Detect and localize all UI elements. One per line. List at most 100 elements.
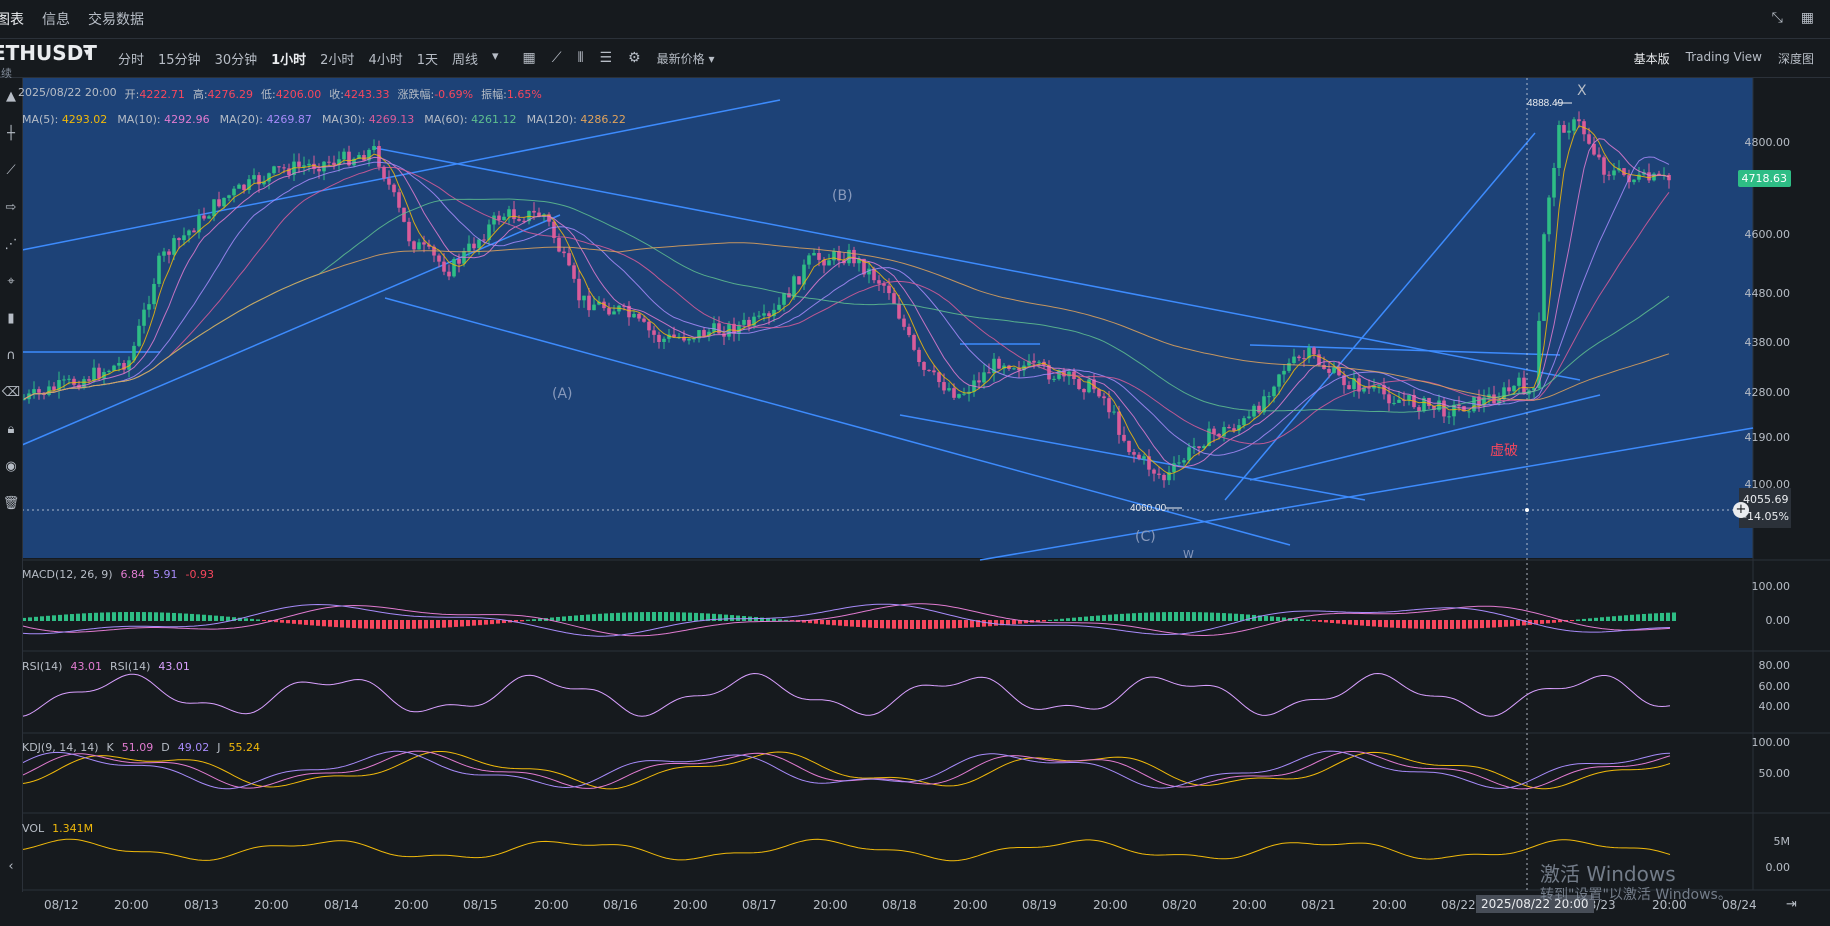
- macd-bar: [112, 612, 116, 621]
- candle-body: [902, 318, 906, 327]
- measure-tool-icon[interactable]: ▮: [7, 311, 15, 326]
- candle-body: [832, 251, 836, 261]
- candle-body: [1487, 394, 1491, 398]
- macd-bar: [232, 617, 236, 621]
- interval-2h[interactable]: 2小时: [320, 52, 355, 68]
- macd-bar: [490, 620, 494, 625]
- time-tick: 20:00: [534, 898, 569, 912]
- cursor-tool-icon[interactable]: ▲: [6, 89, 16, 104]
- candle-body: [187, 230, 191, 236]
- arrow-tool-icon[interactable]: ⇨: [5, 200, 17, 215]
- rsi-legend: RSI(14) 43.01 RSI(14) 43.01: [22, 660, 190, 673]
- candle-body: [997, 358, 1001, 369]
- kdj-k-label: K: [106, 741, 114, 754]
- candle-body: [707, 331, 711, 337]
- interval-15m[interactable]: 15分钟: [158, 52, 201, 68]
- view-tradingview[interactable]: Trading View: [1685, 50, 1762, 64]
- collapse-icon[interactable]: ⤡: [1771, 10, 1783, 26]
- candle-body: [57, 380, 61, 390]
- time-axis-settings-icon[interactable]: ⇥: [1786, 897, 1797, 912]
- indicator-line: [21, 603, 1671, 637]
- layout-grid-icon[interactable]: ▦: [1800, 10, 1814, 26]
- macd-bar: [1096, 615, 1100, 621]
- macd-bar: [1060, 618, 1064, 621]
- price-type-select[interactable]: 最新价格 ▾: [656, 51, 715, 66]
- symbol-name[interactable]: ETHUSDT: [0, 41, 97, 65]
- candle-body: [272, 166, 276, 174]
- macd-bar: [1072, 617, 1076, 621]
- tab-trade-data[interactable]: 交易数据: [88, 12, 144, 28]
- macd-bar: [1576, 619, 1580, 621]
- interval-4h[interactable]: 4小时: [368, 52, 403, 68]
- candle-type-icon[interactable]: ⫴: [577, 50, 584, 66]
- interval-30m[interactable]: 30分钟: [214, 52, 258, 68]
- candle-body: [97, 367, 101, 379]
- candle-body: [1652, 173, 1656, 181]
- macd-bar: [520, 620, 524, 622]
- lock-icon[interactable]: 🔒︎: [7, 422, 15, 437]
- indicator-icon[interactable]: ⟋: [551, 50, 562, 66]
- crosshair-tool-icon[interactable]: ┼: [7, 126, 15, 141]
- candle-body: [1602, 157, 1606, 175]
- macd-bar: [1492, 620, 1496, 628]
- high-label: 高:: [192, 88, 208, 101]
- view-basic[interactable]: 基本版: [1633, 52, 1670, 66]
- macd-bar: [364, 620, 368, 629]
- fib-tool-icon[interactable]: ⋰: [4, 237, 18, 252]
- interval-more-icon[interactable]: ▾: [492, 48, 499, 64]
- candle-body: [882, 283, 886, 286]
- calendar-icon[interactable]: ▦: [522, 50, 536, 66]
- macd-bar: [970, 620, 974, 628]
- collapse-left-icon[interactable]: ‹: [8, 859, 14, 874]
- settings-gear-icon[interactable]: ⚙: [628, 50, 641, 66]
- view-depth[interactable]: 深度图: [1777, 52, 1814, 66]
- template-icon[interactable]: ☰: [599, 50, 613, 66]
- tab-info[interactable]: 信息: [42, 12, 70, 28]
- candle-body: [1532, 388, 1536, 391]
- candle-body: [607, 308, 611, 315]
- interval-timeline[interactable]: 分时: [118, 52, 145, 68]
- candle-body: [1062, 370, 1066, 377]
- eye-icon[interactable]: ◉: [5, 459, 17, 474]
- candle-body: [1517, 377, 1521, 386]
- pattern-tool-icon[interactable]: ⌖: [7, 274, 15, 289]
- macd-bar: [682, 612, 686, 621]
- tab-chart[interactable]: 图表: [0, 12, 24, 28]
- line-tool-icon[interactable]: ⟋: [6, 163, 16, 178]
- macd-bar: [1306, 619, 1310, 621]
- candle-body: [1282, 370, 1286, 375]
- macd-bar: [100, 612, 104, 621]
- macd-bar: [220, 616, 224, 621]
- interval-1w[interactable]: 周线: [452, 52, 479, 68]
- rsi-value-1: 43.01: [70, 660, 102, 673]
- macd-bar: [1390, 620, 1394, 628]
- macd-bar: [760, 617, 764, 621]
- symbol-dropdown-icon[interactable]: ▾: [84, 45, 91, 59]
- candle-body: [22, 399, 26, 401]
- macd-bar: [340, 620, 344, 628]
- magnet-icon[interactable]: ∩: [6, 348, 16, 363]
- candle-body: [1547, 197, 1551, 235]
- macd-bar: [1438, 620, 1442, 629]
- macd-bar: [514, 620, 518, 622]
- macd-bar: [880, 620, 884, 629]
- macd-bar: [1054, 619, 1058, 621]
- macd-bar: [1132, 613, 1136, 621]
- candle-body: [782, 293, 786, 305]
- add-alert-icon[interactable]: +: [1733, 502, 1749, 518]
- macd-bar: [1402, 620, 1406, 629]
- macd-bar: [40, 616, 44, 621]
- interval-1h[interactable]: 1小时: [271, 52, 307, 68]
- time-tick: 08/17: [742, 898, 777, 912]
- macd-bar: [316, 620, 320, 626]
- candle-body: [1422, 397, 1426, 412]
- macd-bar: [1642, 613, 1646, 621]
- candle-body: [242, 184, 246, 190]
- macd-bar: [196, 614, 200, 621]
- macd-bar: [1378, 620, 1382, 627]
- macd-bar: [1588, 618, 1592, 621]
- eraser-icon[interactable]: ⌫: [1, 385, 21, 400]
- trash-icon[interactable]: 🗑︎: [2, 496, 20, 511]
- interval-1d[interactable]: 1天: [416, 52, 438, 68]
